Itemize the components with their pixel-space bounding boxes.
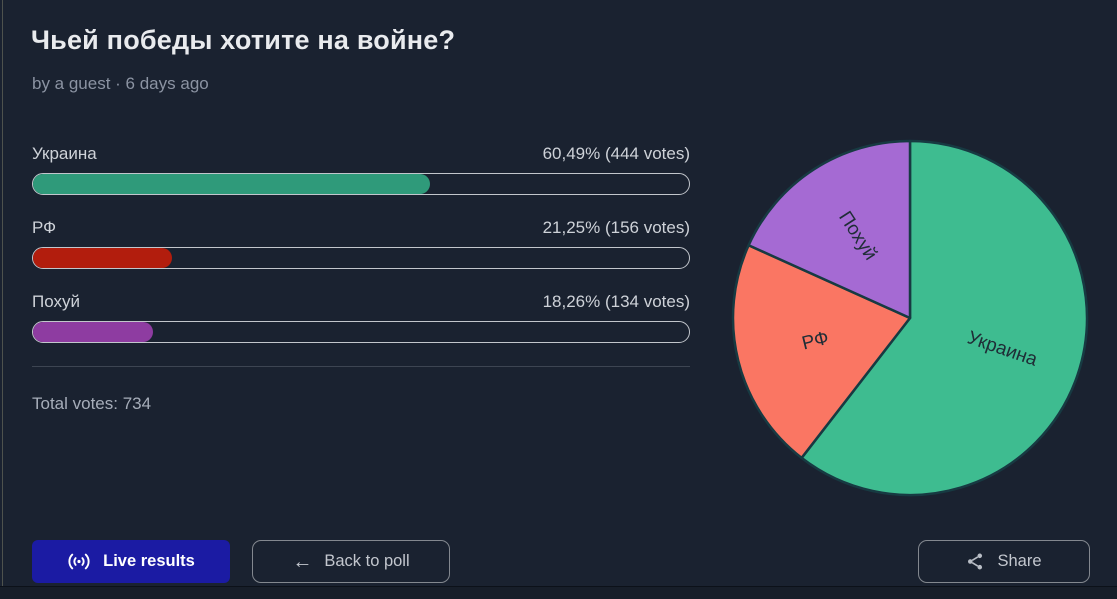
- byline: by a guest · 6 days ago: [32, 74, 209, 93]
- back-arrow-icon: ←: [292, 550, 313, 573]
- page-bottom-edge: [0, 586, 1117, 599]
- total-votes: Total votes: 734: [32, 394, 152, 413]
- page-left-border: [2, 0, 3, 599]
- option-bar-fill: [33, 322, 153, 342]
- option-bar-fill: [33, 248, 173, 268]
- option-bar-track: [32, 247, 690, 269]
- pie-chart: Украина РФ Похуй: [729, 137, 1091, 499]
- poll-option-ukraina: Украина 60,49% (444 votes): [32, 144, 690, 195]
- option-head: РФ 21,25% (156 votes): [32, 218, 690, 238]
- option-value: 60,49% (444 votes): [542, 144, 690, 163]
- live-results-label: Live results: [103, 552, 195, 570]
- option-head: Украина 60,49% (444 votes): [32, 144, 690, 164]
- back-to-poll-button[interactable]: ← Back to poll: [252, 540, 450, 583]
- share-icon: [966, 552, 985, 571]
- option-head: Похуй 18,26% (134 votes): [32, 292, 690, 312]
- option-value: 18,26% (134 votes): [542, 292, 690, 311]
- live-broadcast-icon: [67, 553, 91, 570]
- poll-option-rf: РФ 21,25% (156 votes): [32, 218, 690, 269]
- poll-options-list: Украина 60,49% (444 votes) РФ 21,25% (15…: [32, 144, 690, 414]
- option-label: РФ: [32, 218, 57, 237]
- option-bar-track: [32, 173, 690, 195]
- poll-option-pohuj: Похуй 18,26% (134 votes): [32, 292, 690, 343]
- option-label: Похуй: [32, 292, 80, 311]
- option-value: 21,25% (156 votes): [542, 218, 690, 237]
- option-bar-track: [32, 321, 690, 343]
- page-title: Чьей победы хотите на войне?: [31, 25, 456, 55]
- divider: [32, 366, 690, 367]
- pie-slice-1: [800, 139, 1089, 497]
- live-results-button[interactable]: Live results: [32, 540, 230, 583]
- share-button[interactable]: Share: [918, 540, 1090, 583]
- pie-slice-3: [747, 139, 912, 320]
- option-label: Украина: [32, 144, 97, 163]
- back-to-poll-label: Back to poll: [324, 552, 410, 570]
- option-bar-fill: [33, 174, 430, 194]
- share-label: Share: [997, 552, 1042, 570]
